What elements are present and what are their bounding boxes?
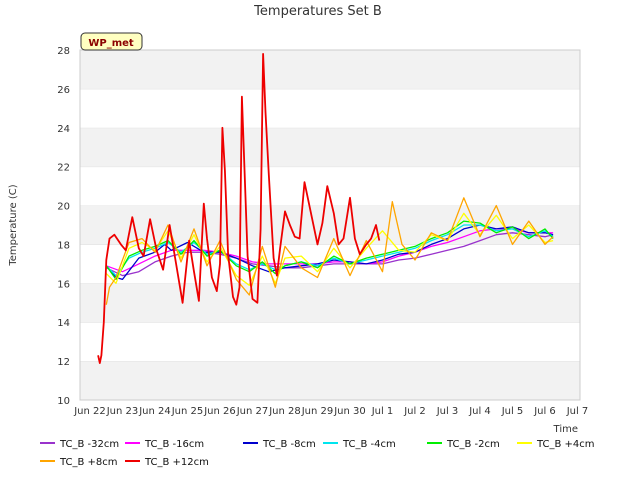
- x-tick-label: Jun 26: [203, 406, 236, 417]
- y-tick-label: 18: [57, 240, 70, 251]
- x-tick-label: Jul 4: [468, 406, 491, 417]
- badge-label: WP_met: [88, 38, 134, 49]
- chart-legend: TC_B -32cm TC_B -16cm TC_B -8cm TC_B -4cm TC…: [40, 439, 595, 468]
- plot-border: [79, 49, 581, 401]
- x-tick-label: Jun 24: [138, 406, 171, 417]
- x-tick-label: Jun 27: [236, 406, 269, 417]
- x-tick-label: Jul 3: [436, 406, 459, 417]
- grid-band: [80, 322, 580, 362]
- y-tick-label: 12: [57, 357, 70, 368]
- series-line-tc-b-2cm: [105, 220, 554, 281]
- y-tick-label: 28: [57, 46, 70, 57]
- x-tick-label: Jul 6: [533, 406, 556, 417]
- legend-label: TC_B -16cm: [144, 439, 204, 450]
- x-tick-label: Jul 5: [501, 406, 524, 417]
- legend-label: TC_B -2cm: [446, 439, 500, 450]
- y-tick-label: 14: [57, 318, 70, 329]
- legend-label: TC_B -32cm: [59, 439, 119, 450]
- x-tick-label: Jun 29: [301, 406, 334, 417]
- legend-label: TC_B +12cm: [144, 457, 209, 468]
- y-tick-label: 20: [57, 202, 70, 213]
- y-tick-label: 24: [57, 124, 70, 135]
- grid-band: [80, 50, 580, 89]
- legend-label: TC_B +4cm: [536, 439, 595, 450]
- y-tick-label: 26: [57, 85, 70, 96]
- legend-label: TC_B -4cm: [342, 439, 396, 450]
- y-axis-label: Temperature (C): [8, 184, 19, 266]
- x-tick-label: Jun 25: [171, 406, 204, 417]
- legend-label: TC_B -8cm: [262, 439, 316, 450]
- x-tick-label: Jun 23: [106, 406, 139, 417]
- x-axis-label: Time: [553, 424, 578, 435]
- series-line-tc-b-12cm: [97, 53, 381, 365]
- badge-box: [80, 32, 143, 51]
- legend-label: TC_B +8cm: [59, 457, 118, 468]
- x-tick-label: Jun 22: [73, 406, 106, 417]
- series-lines: [97, 53, 554, 365]
- grid-band: [80, 283, 580, 323]
- grid-band: [80, 361, 580, 400]
- x-axis-ticks: Jun 22 Jun 23 Jun 24 Jun 25 Jun 26 Jun 27 Jun …: [73, 406, 588, 417]
- x-tick-label: Jun 28: [268, 406, 301, 417]
- series-line-tc-b-16cm: [106, 228, 554, 273]
- y-tick-label: 22: [57, 163, 70, 174]
- y-tick-label: 16: [57, 279, 70, 290]
- grid-band: [80, 127, 580, 167]
- x-tick-label: Jul 2: [403, 406, 426, 417]
- x-tick-label: Jul 7: [566, 406, 589, 417]
- wp-met-badge: WP_met: [80, 32, 143, 51]
- series-line-tc-b-8cm: [105, 197, 554, 305]
- y-axis-ticks: 10 12 14 16 18 20 22 24 26 28: [57, 46, 70, 407]
- x-tick-label: Jun 30: [333, 406, 366, 417]
- x-tick-label: Jul 1: [371, 406, 394, 417]
- grid-band: [80, 88, 580, 128]
- chart-title: Temperatures Set B: [253, 4, 382, 19]
- y-tick-label: 10: [57, 396, 70, 407]
